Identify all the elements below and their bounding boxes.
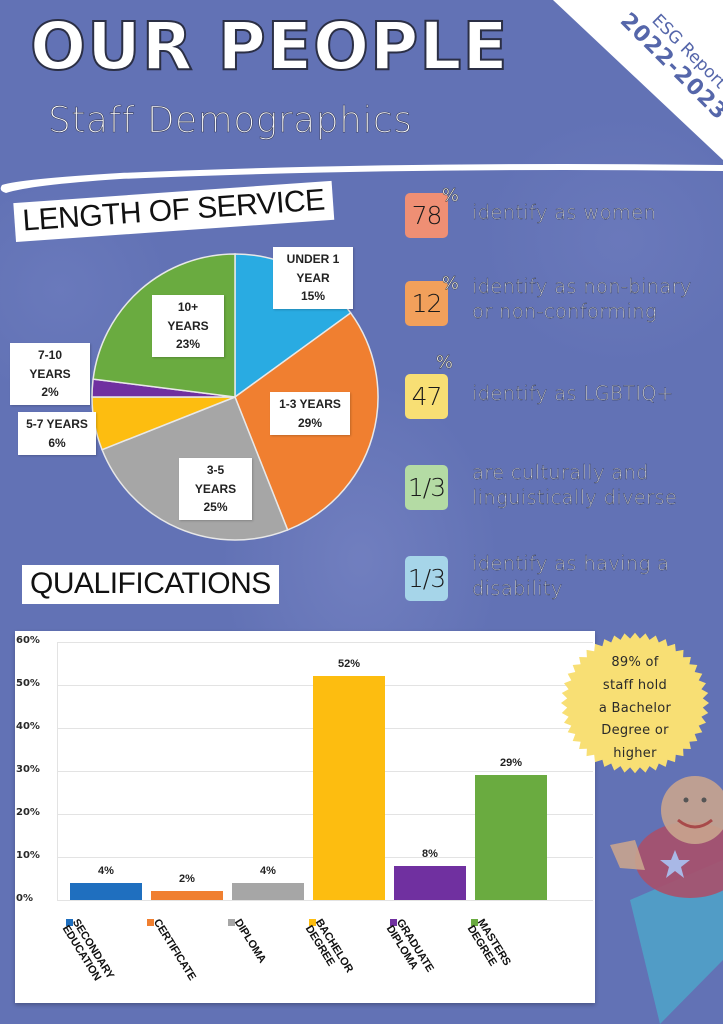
pie-label-3-5-years: 3-5 YEARS 25% <box>179 458 252 520</box>
stat-text-line: are culturally and <box>472 461 649 484</box>
bar-certificate <box>151 891 223 900</box>
stat-value: 1/3 <box>407 564 446 593</box>
percent-sign: % <box>435 352 454 374</box>
legend-label: BACHELOR DEGREE <box>302 917 356 975</box>
pie-label-value: 6% <box>48 435 66 450</box>
page-subtitle: Staff Demographics <box>48 100 413 142</box>
bar-secondary-education <box>70 882 142 900</box>
qualifications-bar-chart: 0% 10% 20% 30% 40% 50% 60% 4% SECONDARY EDUCATION… <box>15 631 595 1003</box>
stat-description: identify as having a disability <box>472 552 669 602</box>
callout-seal-badge <box>561 632 709 774</box>
stat-description: identify as LGBTIQ+ <box>472 382 674 407</box>
pie-label-text: 5-7 YEARS <box>26 417 88 431</box>
legend-swatch <box>309 919 316 926</box>
bar-masters-degree <box>475 775 547 900</box>
stat-badge: 12 % <box>405 273 459 326</box>
bar-value-label: 8% <box>422 847 438 860</box>
stat-value: 12 <box>411 289 443 318</box>
corner-banner <box>553 0 723 160</box>
stat-badge: 1/3 <box>405 556 448 601</box>
y-axis-tick-label: 10% <box>16 850 40 861</box>
pie-label-value: 29% <box>297 415 323 430</box>
y-axis-tick-label: 0% <box>16 893 33 904</box>
bar-value-label: 2% <box>179 873 195 886</box>
bar-value-label: 4% <box>98 864 114 877</box>
section-title-qualifications: QUALIFICATIONS <box>22 565 279 604</box>
bar-diploma <box>232 882 304 900</box>
percent-sign: % <box>441 273 460 295</box>
bar-value-label: 29% <box>499 757 523 770</box>
pie-label-1-3-years: 1-3 YEARS 29% <box>270 392 350 436</box>
stat-badge: 47 % <box>405 352 453 419</box>
pie-label-under-1-year: UNDER 1 YEAR 15% <box>273 247 353 309</box>
stat-value: 47 <box>411 382 443 411</box>
bar-value-label: 52% <box>337 658 361 671</box>
y-axis-tick-label: 60% <box>16 635 40 646</box>
stat-badge: 78 % <box>405 185 459 238</box>
callout-text: 89% of staff hold a Bachelor Degree or h… <box>555 652 715 766</box>
legend-swatch <box>147 919 154 926</box>
y-axis-tick-label: 40% <box>16 721 40 732</box>
legend-swatch <box>471 919 478 926</box>
gridline <box>57 642 593 643</box>
legend-label: SECONDARY EDUCATION <box>59 917 117 984</box>
y-axis-tick-label: 30% <box>16 764 40 775</box>
bar-bachelor-degree <box>313 676 385 900</box>
pie-label-text: UNDER 1 <box>286 252 340 266</box>
legend-label: CERTIFICATE <box>150 917 198 983</box>
stat-disability: 1/3 identify as having a disability <box>405 552 669 602</box>
legend-label: MASTERS DEGREE <box>464 917 513 969</box>
stat-badge: 1/3 <box>405 465 448 510</box>
stat-text-line: identify as having a <box>472 552 670 575</box>
pie-label-text: YEAR <box>296 270 330 285</box>
stat-value: 1/3 <box>407 473 446 502</box>
pie-label-value: 2% <box>41 385 59 400</box>
legend-swatch <box>66 919 73 926</box>
pie-label-text: 10+ YEARS <box>167 300 209 333</box>
stat-women: 78 % identify as women <box>405 185 656 238</box>
bar-value-label: 4% <box>260 864 276 877</box>
pie-label-text: 3-5 YEARS <box>194 463 237 496</box>
stat-text-line: identify as LGBTIQ+ <box>472 382 674 405</box>
stat-description: identify as non-binary or non-conforming <box>472 275 692 325</box>
gridline <box>57 900 593 901</box>
stat-text-line: identify as non-binary <box>472 275 692 298</box>
legend-swatch <box>228 919 235 926</box>
bar-graduate-diploma <box>394 865 466 900</box>
stat-text-line: identify as women <box>472 201 657 224</box>
stat-text-line: linguistically diverse <box>472 485 678 509</box>
callout-line: higher <box>613 746 657 761</box>
y-axis-tick-label: 50% <box>16 678 40 689</box>
stat-lgbtiq: 47 % identify as LGBTIQ+ <box>405 352 674 419</box>
y-axis-tick-label: 20% <box>16 807 40 818</box>
pie-label-value: 23% <box>175 337 201 352</box>
pie-label-10-plus-years: 10+ YEARS 23% <box>152 295 224 357</box>
star-mascot-illustration <box>610 776 723 1024</box>
stat-text-line: disability <box>472 576 563 600</box>
stat-value: 78 <box>411 201 443 230</box>
callout-line: Degree or <box>601 723 669 739</box>
stat-cald: 1/3 are culturally and linguistically di… <box>405 461 677 511</box>
stat-description: are culturally and linguistically divers… <box>472 461 677 511</box>
page-title: OUR PEOPLE <box>29 8 509 85</box>
callout-line: staff hold <box>602 677 668 693</box>
stat-text-line: or non-conforming <box>472 299 657 323</box>
stat-non-binary: 12 % identify as non-binary or non-confo… <box>405 273 692 326</box>
legend-label: DIPLOMA <box>231 917 269 966</box>
pie-label-text: 1-3 YEARS <box>279 397 341 411</box>
y-axis-line <box>57 642 58 900</box>
percent-sign: % <box>441 185 460 207</box>
legend-swatch <box>390 919 397 926</box>
pie-label-text: 7-10 YEARS <box>29 348 71 381</box>
legend-label: GRADUATE DIPLOMA <box>383 917 436 975</box>
pie-label-7-10-years: 7-10 YEARS 2% <box>10 343 90 405</box>
pie-label-value: 15% <box>300 289 326 304</box>
pie-label-value: 25% <box>203 500 228 515</box>
stat-description: identify as women <box>472 201 656 226</box>
header-divider-swoosh <box>0 164 723 193</box>
callout-line: 89% of <box>611 655 659 670</box>
pie-label-5-7-years: 5-7 YEARS 6% <box>18 412 96 456</box>
callout-line: a Bachelor <box>598 700 672 716</box>
